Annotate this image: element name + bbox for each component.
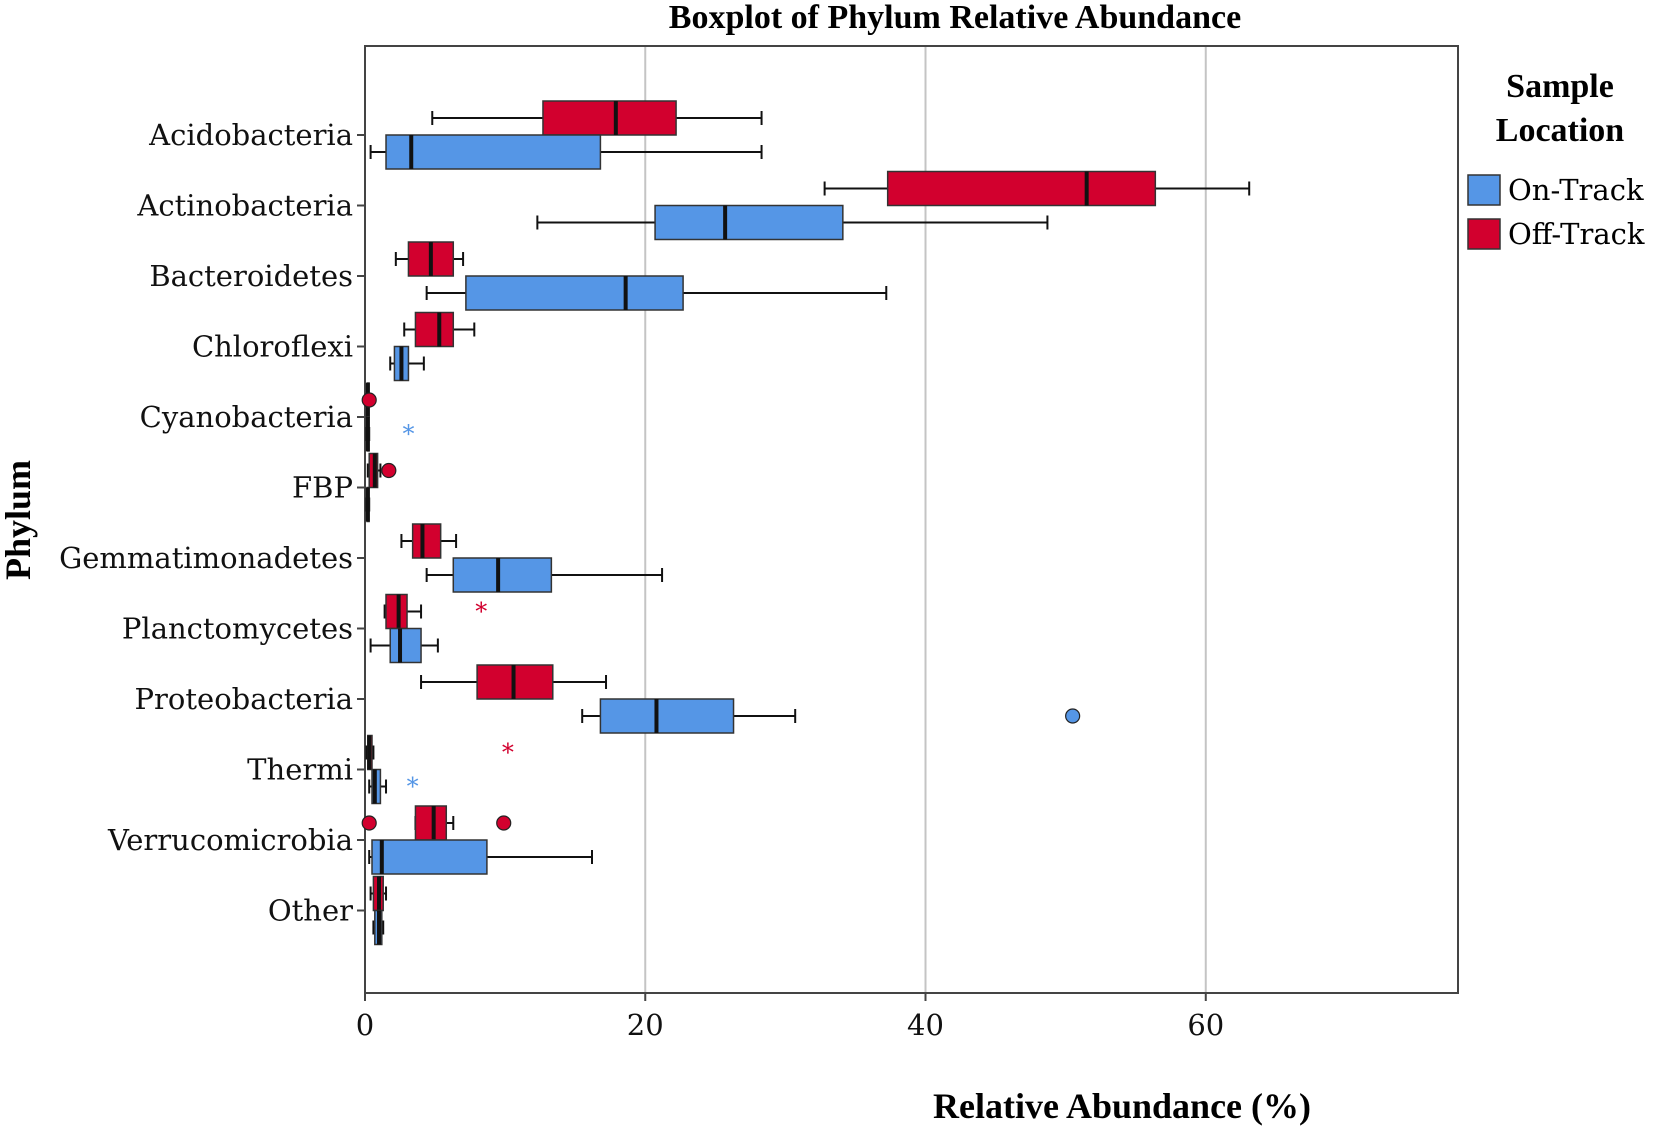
- iqr-box: [599, 698, 735, 734]
- box-on-track-other: [372, 909, 385, 946]
- outlier-circle: [361, 815, 377, 831]
- outlier-star: *: [475, 598, 487, 626]
- outlier-circle: [496, 815, 512, 831]
- iqr-box: [886, 170, 1157, 207]
- outlier-circle: [361, 392, 377, 408]
- box-on-track-fbp: [365, 486, 371, 523]
- y-tick-label-other: Other: [268, 894, 353, 928]
- y-tick-label-thermi: Thermi: [247, 753, 353, 787]
- iqr-box: [385, 134, 602, 170]
- box-on-track-thermi: *: [368, 768, 419, 805]
- box-off-track-cyanobacteria: [361, 382, 377, 418]
- x-axis-label: Relative Abundance (%): [933, 1086, 1311, 1126]
- y-tick-label-planctomycetes: Planctomycetes: [122, 612, 353, 646]
- box-off-track-bacteroidetes: [394, 241, 465, 277]
- box-on-track-verrucomicrobia: [368, 839, 594, 875]
- chart-title: Boxplot of Phylum Relative Abundance: [669, 0, 1241, 36]
- iqr-box: [465, 275, 684, 311]
- legend-title-line2: Location: [1496, 112, 1625, 149]
- y-tick-label-actinobacteria: Actinobacteria: [136, 189, 353, 223]
- iqr-box: [414, 311, 455, 348]
- outlier-star: *: [407, 773, 419, 801]
- legend-title-line1: Sample: [1506, 68, 1614, 105]
- box-on-track-actinobacteria: [536, 204, 1049, 241]
- legend-swatch-on-track: [1467, 174, 1501, 206]
- box-series: * * * *: [361, 100, 1251, 946]
- y-tick-label-verrucomicrobia: Verrucomicrobia: [107, 823, 353, 857]
- box-off-track-verrucomicrobia: [361, 805, 512, 841]
- box-on-track-gemmatimonadetes: [425, 557, 664, 593]
- box-on-track-cyanobacteria: *: [365, 416, 414, 452]
- box-on-track-acidobacteria: [369, 134, 763, 170]
- box-on-track-chloroflexi: [389, 345, 425, 382]
- iqr-box: [452, 557, 553, 593]
- box-on-track-proteobacteria: [581, 698, 1081, 734]
- box-off-track-fbp: [366, 452, 397, 489]
- box-on-track-bacteroidetes: [425, 275, 888, 311]
- iqr-box: [411, 523, 442, 559]
- x-axis-ticks: 0 20 40 60: [356, 993, 1224, 1042]
- box-off-track-actinobacteria: [823, 170, 1251, 207]
- box-off-track-acidobacteria: [431, 100, 763, 136]
- y-tick-label-bacteroidetes: Bacteroidetes: [149, 259, 353, 293]
- legend: Sample Location On-Track Off-Track: [1467, 68, 1645, 251]
- x-tick-label-20: 20: [627, 1008, 664, 1042]
- box-off-track-thermi: *: [365, 734, 514, 771]
- legend-label-on-track: On-Track: [1508, 173, 1644, 207]
- iqr-box: [385, 593, 408, 630]
- outlier-circle: [1065, 708, 1081, 724]
- box-on-track-planctomycetes: [369, 627, 439, 664]
- y-tick-label-chloroflexi: Chloroflexi: [192, 330, 353, 364]
- y-axis-tick-labels: Acidobacteria Actinobacteria Bacteroidetes…: [59, 118, 365, 928]
- y-axis-label: Phylum: [0, 460, 38, 580]
- iqr-box: [414, 805, 448, 841]
- legend-swatch-off-track: [1467, 218, 1501, 250]
- x-tick-label-60: 60: [1187, 1008, 1224, 1042]
- y-tick-label-fbp: FBP: [292, 471, 353, 505]
- y-tick-label-proteobacteria: Proteobacteria: [135, 682, 353, 716]
- iqr-box: [371, 839, 488, 875]
- box-off-track-proteobacteria: [420, 664, 608, 700]
- y-tick-label-gemmatimonadetes: Gemmatimonadetes: [59, 541, 353, 575]
- outlier-star: *: [402, 420, 414, 448]
- box-off-track-gemmatimonadetes: [400, 523, 458, 559]
- y-tick-label-cyanobacteria: Cyanobacteria: [140, 400, 353, 434]
- box-off-track-other: [369, 875, 388, 912]
- iqr-box: [542, 100, 677, 136]
- iqr-box: [389, 627, 422, 664]
- y-tick-label-acidobacteria: Acidobacteria: [148, 118, 353, 152]
- outlier-star: *: [502, 739, 514, 767]
- outlier-circle: [381, 462, 397, 479]
- legend-label-off-track: Off-Track: [1508, 217, 1645, 251]
- x-tick-label-0: 0: [356, 1008, 374, 1042]
- box-off-track-chloroflexi: [403, 311, 476, 348]
- iqr-box: [654, 204, 844, 241]
- x-tick-label-40: 40: [907, 1008, 944, 1042]
